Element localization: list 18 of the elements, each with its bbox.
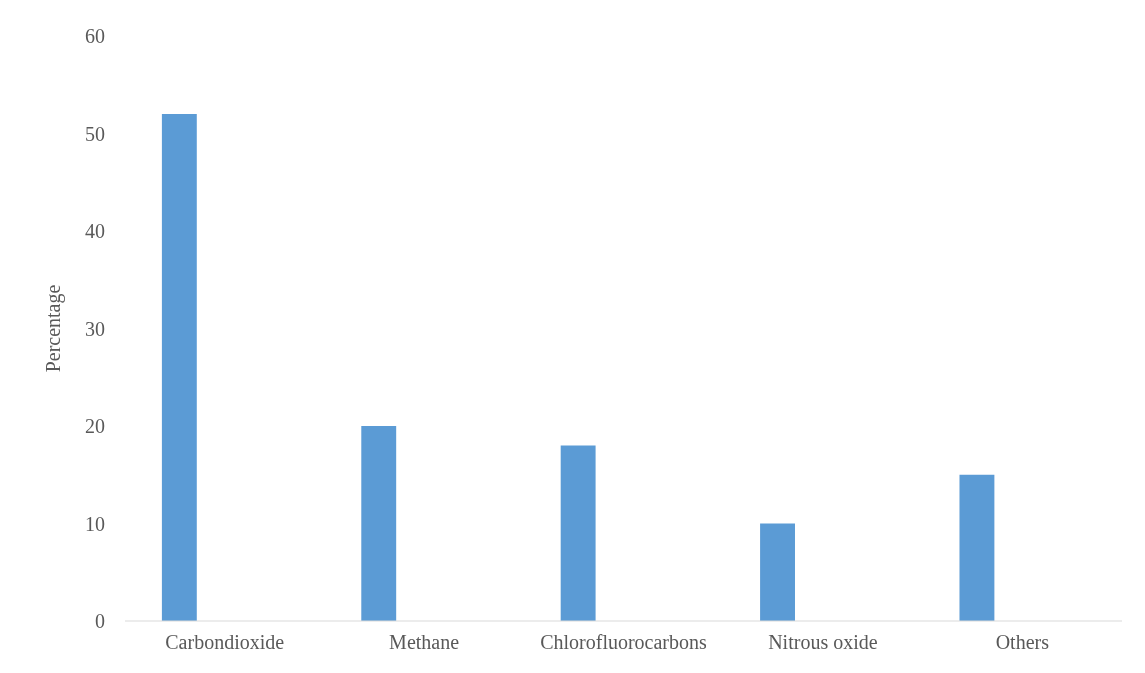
y-tick-label: 50 <box>85 122 105 145</box>
x-tick-label: Carbondioxide <box>165 631 285 653</box>
bar <box>760 523 795 621</box>
y-tick-label: 30 <box>85 317 105 340</box>
bar <box>959 474 995 621</box>
bar <box>161 114 197 621</box>
x-tick-label: Others <box>995 631 1050 653</box>
x-tick-label: Nitrous oxide <box>768 631 878 653</box>
y-tick-label: 20 <box>85 415 105 437</box>
bar <box>560 445 596 621</box>
bar <box>361 426 397 621</box>
y-tick-label: 40 <box>85 220 105 242</box>
y-axis-title: Percentage <box>42 284 65 373</box>
y-tick-label: 60 <box>85 25 105 47</box>
y-tick-label: 10 <box>85 512 105 535</box>
x-tick-label: Chlorofluorocarbons <box>540 631 708 653</box>
y-tick-label: 0 <box>95 610 105 632</box>
x-tick-label: Methane <box>389 631 460 653</box>
